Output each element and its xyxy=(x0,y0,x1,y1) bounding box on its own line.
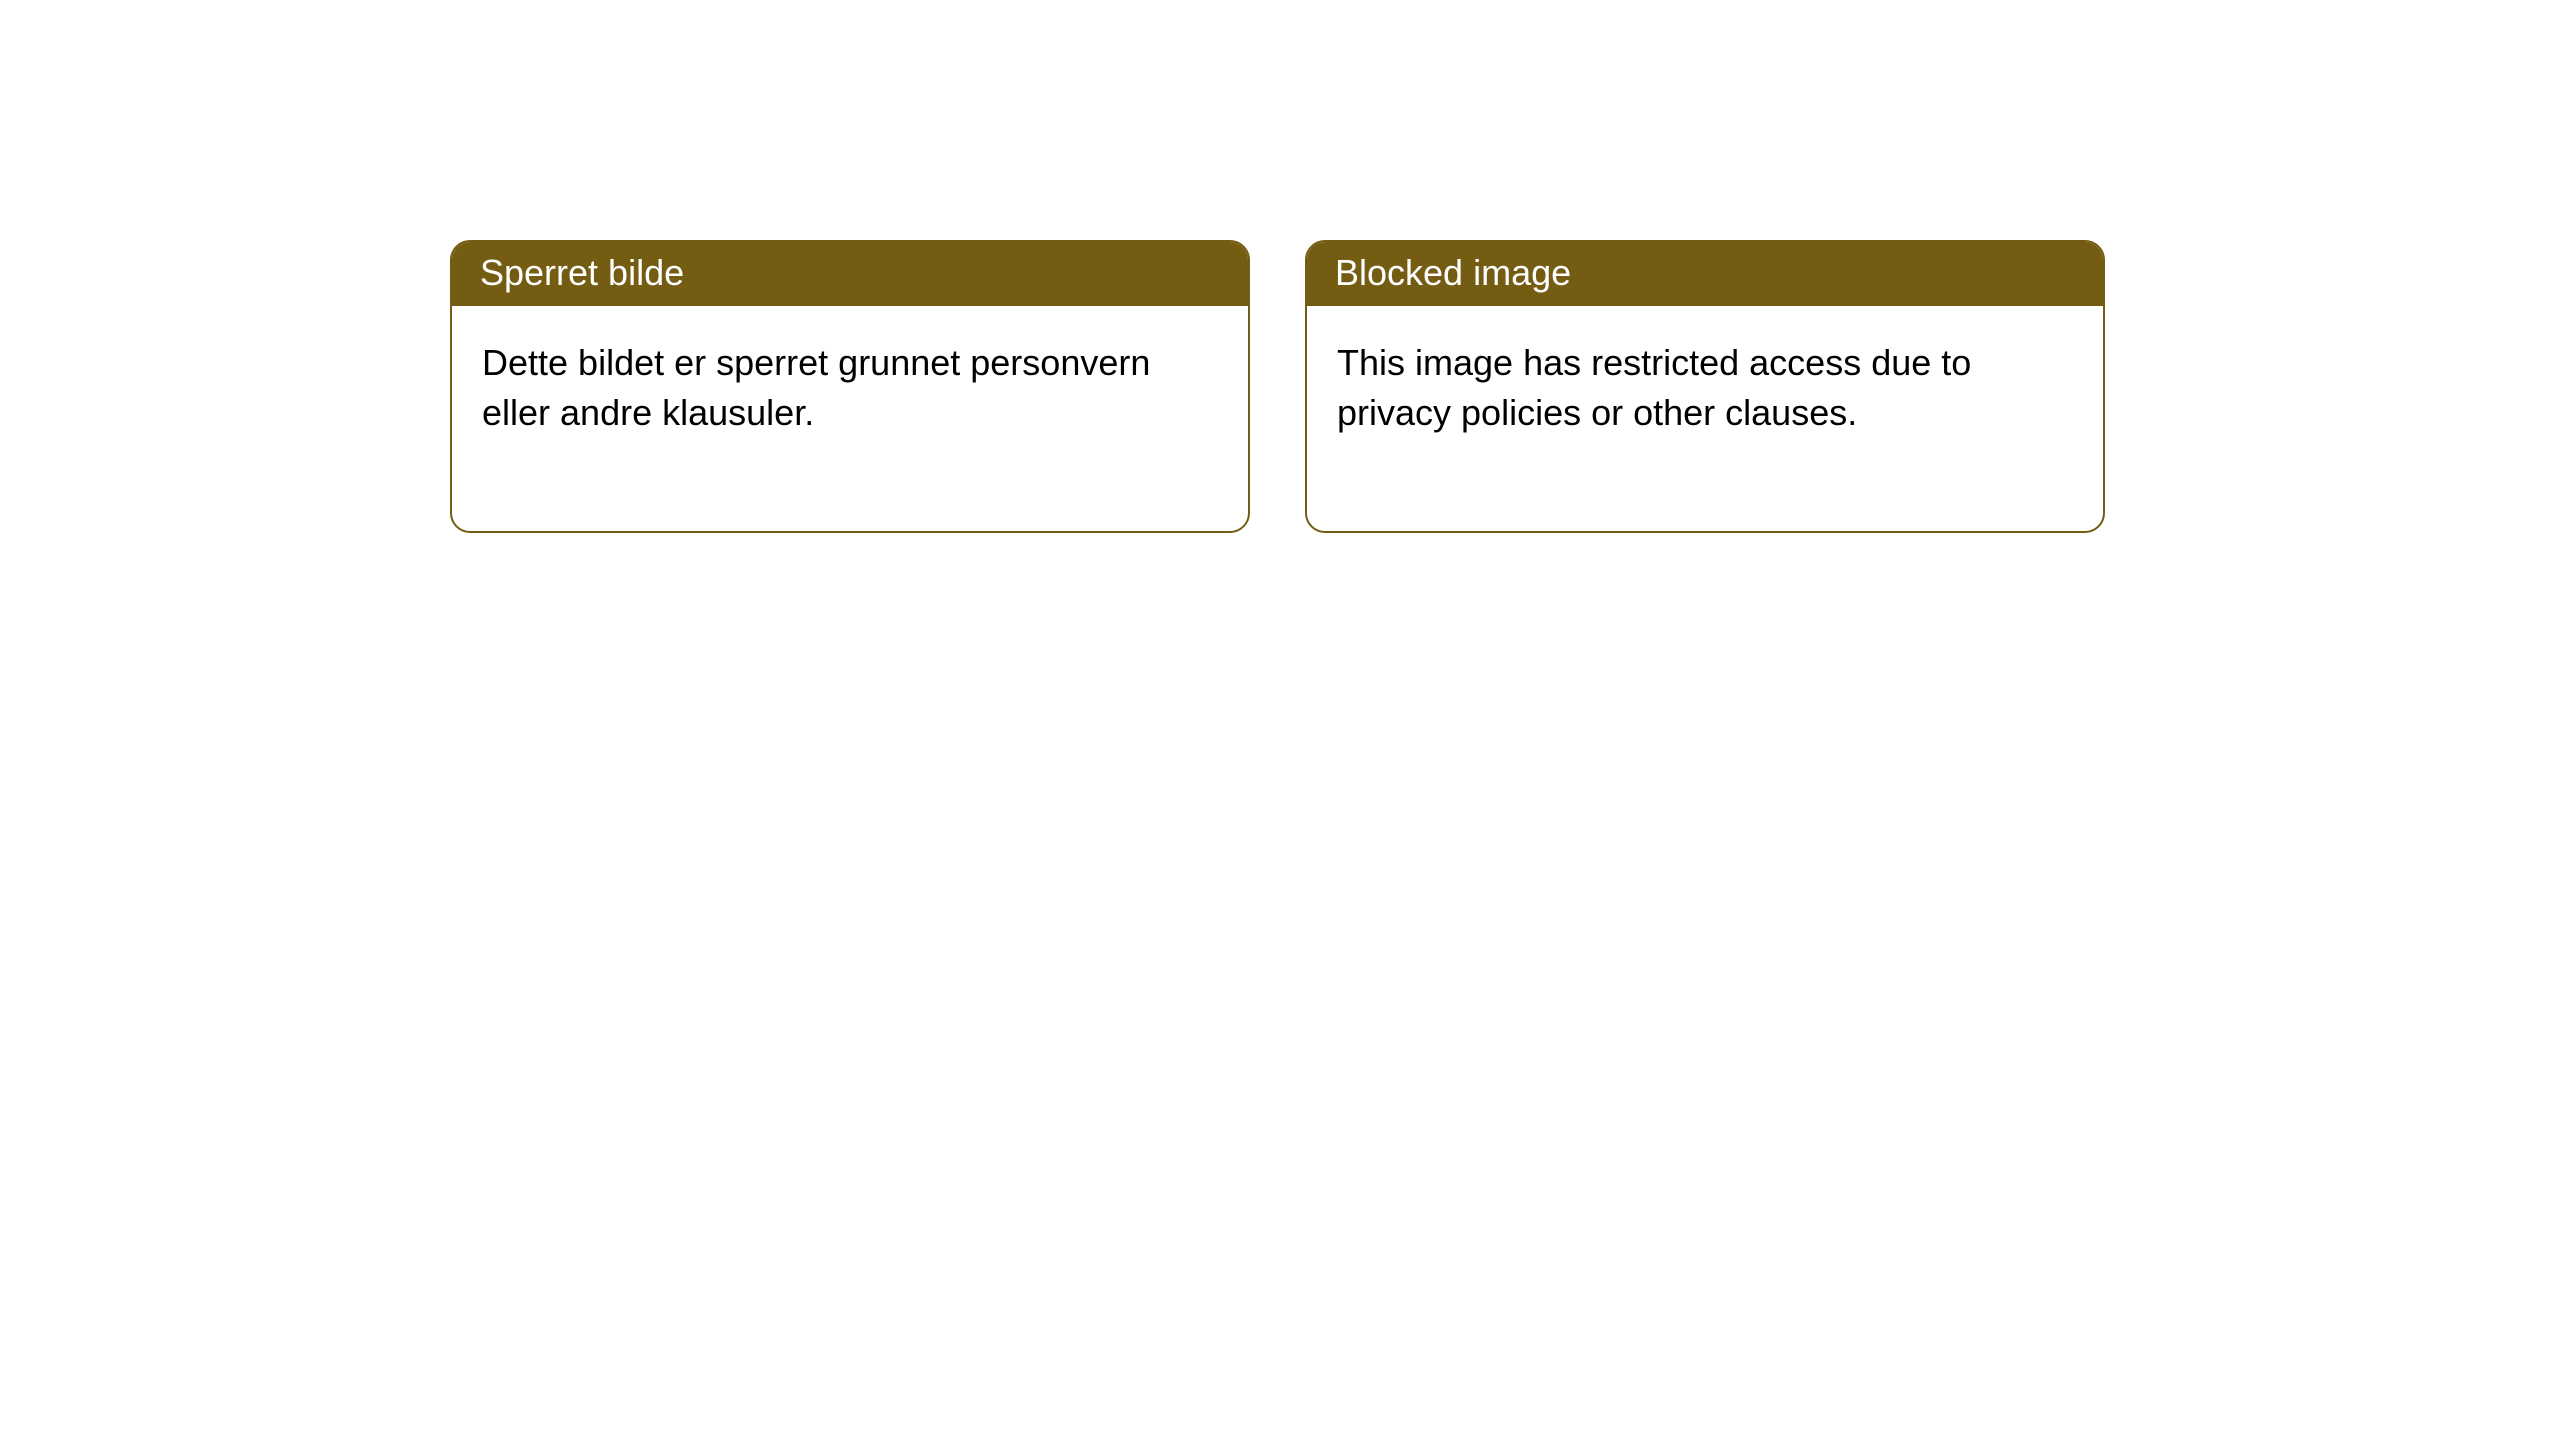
notice-body-en: This image has restricted access due to … xyxy=(1307,306,2103,531)
notice-card-en: Blocked image This image has restricted … xyxy=(1305,240,2105,533)
notice-card-no: Sperret bilde Dette bildet er sperret gr… xyxy=(450,240,1250,533)
notice-container: Sperret bilde Dette bildet er sperret gr… xyxy=(450,240,2560,533)
notice-title-no: Sperret bilde xyxy=(452,242,1248,306)
notice-body-no: Dette bildet er sperret grunnet personve… xyxy=(452,306,1248,531)
notice-title-en: Blocked image xyxy=(1307,242,2103,306)
